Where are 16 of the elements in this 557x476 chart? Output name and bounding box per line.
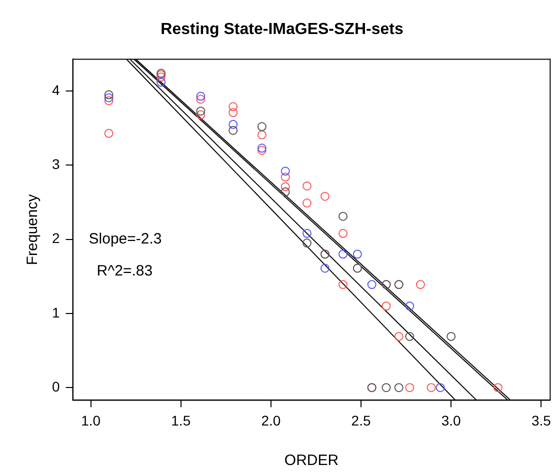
x-tick-label: 2.0 (261, 412, 281, 428)
y-tick-label: 1 (52, 304, 60, 320)
chart-title: Resting State-IMaGES-SZH-sets (160, 21, 404, 38)
annotation: Slope=-2.3 (88, 230, 162, 248)
y-tick-label: 4 (52, 82, 60, 98)
x-tick-label: 3.0 (441, 412, 462, 428)
x-axis-title: ORDER (284, 452, 339, 470)
y-tick-label: 3 (52, 156, 60, 172)
y-tick-label: 2 (52, 230, 60, 246)
x-tick-label: 1.0 (81, 412, 101, 428)
annotation: R^2=.83 (96, 262, 153, 280)
y-axis-title: Frequency (24, 194, 42, 266)
x-tick-label: 2.5 (351, 412, 371, 428)
y-tick-label: 0 (52, 378, 60, 394)
x-tick-label: 3.5 (531, 412, 552, 428)
x-tick-label: 1.5 (171, 412, 191, 428)
